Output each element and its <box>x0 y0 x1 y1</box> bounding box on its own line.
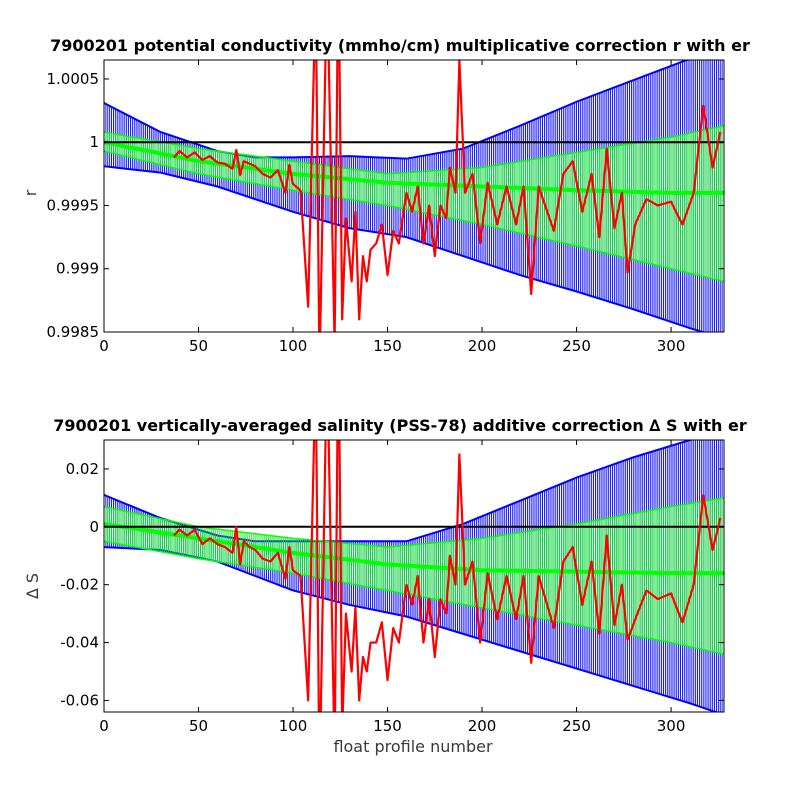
salinity-correction-panel: 7900201 vertically-averaged salinity (PS… <box>23 416 747 756</box>
y-tick-label: 0.02 <box>66 460 99 478</box>
series-layer <box>104 440 724 712</box>
x-tick-label: 150 <box>373 337 402 355</box>
y-tick-label: 1 <box>89 133 99 151</box>
chart-title: 7900201 potential conductivity (mmho/cm)… <box>50 36 750 55</box>
x-tick-label: 0 <box>99 717 109 735</box>
y-tick-label: 0 <box>89 518 99 536</box>
x-tick-label: 200 <box>468 337 497 355</box>
plot-area <box>103 59 725 333</box>
x-tick-label: 100 <box>279 337 308 355</box>
raw-correction-line <box>173 60 722 332</box>
y-tick-label: -0.04 <box>60 634 99 652</box>
x-axis-label: float profile number <box>333 737 493 756</box>
conductivity-correction-panel: 7900201 potential conductivity (mmho/cm)… <box>21 36 750 355</box>
x-tick-label: 300 <box>657 337 686 355</box>
y-tick-label: 0.9985 <box>47 323 100 341</box>
x-tick-label: 150 <box>373 717 402 735</box>
x-tick-label: 0 <box>99 337 109 355</box>
axes-box <box>103 59 725 333</box>
x-tick-label: 100 <box>279 717 308 735</box>
axes-box <box>103 439 725 713</box>
fit-error-lower <box>104 150 724 283</box>
chart-title: 7900201 vertically-averaged salinity (PS… <box>53 416 747 435</box>
x-tick-label: 300 <box>657 717 686 735</box>
x-tick-label: 200 <box>468 717 497 735</box>
y-axis-label: r <box>21 189 40 196</box>
y-tick-label: 0.9995 <box>47 196 100 214</box>
fit-error-upper <box>104 497 724 548</box>
plot-area <box>103 439 725 713</box>
y-tick-label: -0.06 <box>60 691 99 709</box>
axis-ticks: 0 50 100 150 200 250 300 0.02 0 -0.02 -0.04 -0.06 <box>60 440 724 735</box>
y-tick-label: 1.0005 <box>47 70 100 88</box>
raw-correction-line <box>173 440 722 712</box>
y-tick-label: 0.999 <box>56 260 99 278</box>
fit-error-upper <box>104 125 724 175</box>
x-tick-label: 50 <box>189 337 208 355</box>
x-tick-label: 250 <box>562 717 591 735</box>
fit-error-lower <box>104 540 724 655</box>
fit-line <box>104 140 724 195</box>
y-axis-label: ∆ S <box>23 573 42 600</box>
axis-ticks: 0 50 100 150 200 250 300 1.0005 1 0.9995 0.999 0.99… <box>47 60 724 355</box>
series-layer <box>104 60 724 332</box>
envelope-lower <box>104 165 707 332</box>
y-tick-label: -0.02 <box>60 576 99 594</box>
x-tick-label: 250 <box>562 337 591 355</box>
x-tick-label: 50 <box>189 717 208 735</box>
